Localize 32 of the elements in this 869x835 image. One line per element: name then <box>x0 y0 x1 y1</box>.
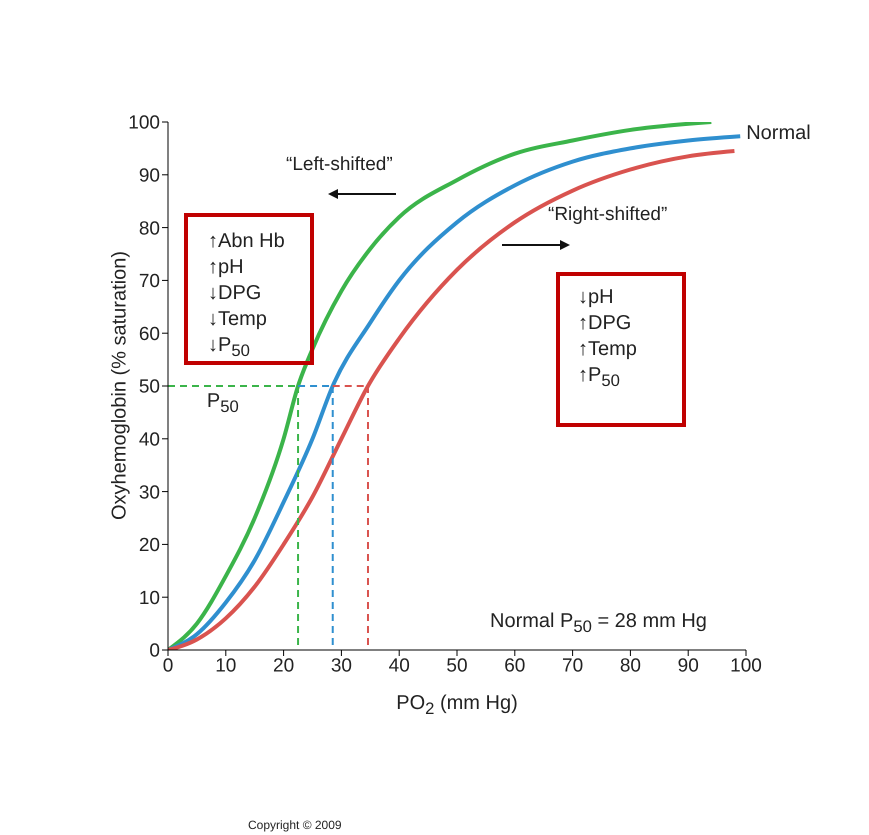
text: Copyright © 2009 <box>248 818 342 832</box>
y-tick-label: 40 <box>138 430 160 451</box>
x-tick-label: 90 <box>678 655 699 676</box>
annotation: ↓pH ↑DPG ↑Temp ↑P$_{50}$ <box>578 285 637 392</box>
y-tick-label: 100 <box>128 112 160 134</box>
y-tick-label: 90 <box>138 166 160 187</box>
y-tick-label: 80 <box>138 218 160 240</box>
x-tick-label: 20 <box>273 655 294 676</box>
annotation: P$_{50}$ <box>206 390 239 417</box>
x-tick-label: 80 <box>620 655 641 676</box>
x-tick-label: 10 <box>215 655 236 676</box>
x-axis-title: PO$_{2}$ (mm Hg) <box>395 692 519 719</box>
annotation: “Right-shifted” <box>548 204 668 226</box>
x-tick-label: 30 <box>330 655 352 676</box>
x-tick-label: 50 <box>446 655 468 676</box>
annotation: ↑Abn Hb ↑pH ↓DPG ↓Temp ↓P$_{50}$ <box>208 229 285 362</box>
annotation: Normal P$_{50}$ = 28 mm Hg <box>490 610 707 637</box>
y-axis-title: Oxyhemoglobin (% saturation) <box>108 250 132 522</box>
y-tick-label: 70 <box>138 271 160 292</box>
y-tick-label: 20 <box>138 535 160 556</box>
x-tick-label: 60 <box>504 655 526 676</box>
series-label: Normal <box>746 122 811 146</box>
x-tick-label: 0 <box>162 655 174 676</box>
y-tick-label: 10 <box>138 588 160 609</box>
y-tick-label: 50 <box>138 376 160 398</box>
annotation: “Left-shifted” <box>286 154 393 176</box>
x-tick-label: 40 <box>388 655 410 676</box>
x-tick-label: 100 <box>730 655 762 676</box>
y-tick-label: 60 <box>138 324 160 345</box>
y-tick-label: 30 <box>138 482 160 504</box>
x-tick-label: 70 <box>562 655 584 676</box>
y-tick-label: 0 <box>149 640 160 662</box>
